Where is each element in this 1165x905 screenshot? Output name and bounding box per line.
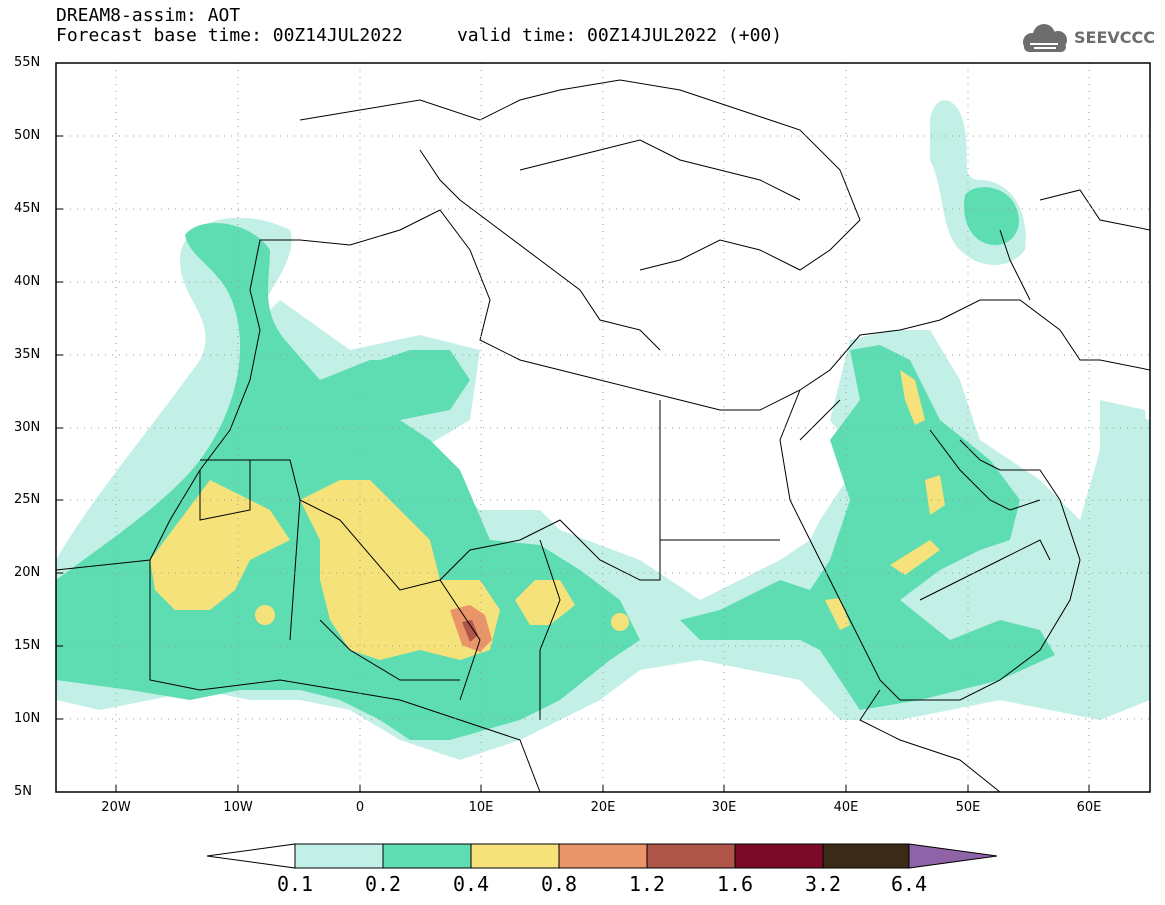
map-title: DREAM8-assim: AOT xyxy=(56,5,241,26)
colorbar-label: 0.1 xyxy=(276,872,314,896)
graticule xyxy=(56,63,1150,792)
colorbar xyxy=(206,843,998,869)
cloud-logo-icon xyxy=(1023,24,1067,52)
lat-label: 15N xyxy=(14,638,41,653)
lat-label: 55N xyxy=(14,55,41,70)
aot-band-0.4 xyxy=(515,580,575,625)
lon-label: 60E xyxy=(1076,800,1102,815)
lat-label: 5N xyxy=(14,784,32,799)
lat-label: 25N xyxy=(14,492,41,507)
lon-label: 40E xyxy=(833,800,859,815)
lon-label: 20E xyxy=(590,800,616,815)
lon-label: 20W xyxy=(101,800,131,815)
colorbar-cell xyxy=(382,843,472,869)
lat-label: 10N xyxy=(14,711,41,726)
lat-label: 40N xyxy=(14,274,41,289)
colorbar-cell xyxy=(558,843,648,869)
aot-band-0.4 xyxy=(890,540,940,575)
colorbar-over xyxy=(908,843,998,869)
aot-band-0.4 xyxy=(611,613,629,631)
aot-contours xyxy=(56,100,1150,760)
aot-band-0.4 xyxy=(900,370,925,425)
aot-band-1.2 xyxy=(462,620,478,642)
colorbar-under xyxy=(206,843,296,869)
aot-band-0.2 xyxy=(964,187,1019,245)
colorbar-label: 3.2 xyxy=(804,872,842,896)
colorbar-cell xyxy=(470,843,560,869)
forecast-time-line: Forecast base time: 00Z14JUL2022 valid t… xyxy=(56,25,783,46)
aot-band-0.4 xyxy=(825,598,850,630)
colorbar-cell xyxy=(734,843,824,869)
lat-label: 20N xyxy=(14,565,41,580)
colorbar-label: 0.2 xyxy=(364,872,402,896)
coastlines xyxy=(56,79,1150,792)
logo-text: SEEVCCC xyxy=(1074,28,1155,47)
lat-label: 30N xyxy=(14,420,41,435)
aot-band-0.4 xyxy=(300,480,500,660)
colorbar-cell xyxy=(646,843,736,869)
lon-label: 0 xyxy=(355,800,365,815)
colorbar-label: 1.2 xyxy=(628,872,666,896)
lon-label: 10W xyxy=(223,800,253,815)
axis-ticks xyxy=(56,62,1090,793)
lon-label: 50E xyxy=(955,800,981,815)
colorbar-label: 1.6 xyxy=(716,872,754,896)
aot-band-0.1 xyxy=(1100,400,1150,500)
colorbar-label: 6.4 xyxy=(890,872,928,896)
aot-band-0.4 xyxy=(150,480,290,610)
colorbar-cell xyxy=(822,843,910,869)
lat-label: 35N xyxy=(14,347,41,362)
colorbar-cell xyxy=(294,843,384,869)
aot-band-0.1 xyxy=(930,100,1026,265)
aot-band-0.2 xyxy=(680,345,1055,710)
lat-label: 45N xyxy=(14,201,41,216)
aot-band-0.4 xyxy=(255,605,275,625)
colorbar-label: 0.4 xyxy=(452,872,490,896)
colorbar-label: 0.8 xyxy=(540,872,578,896)
lat-label: 50N xyxy=(14,128,41,143)
lon-label: 30E xyxy=(711,800,737,815)
lon-label: 10E xyxy=(468,800,494,815)
aot-band-0.4 xyxy=(925,475,945,515)
